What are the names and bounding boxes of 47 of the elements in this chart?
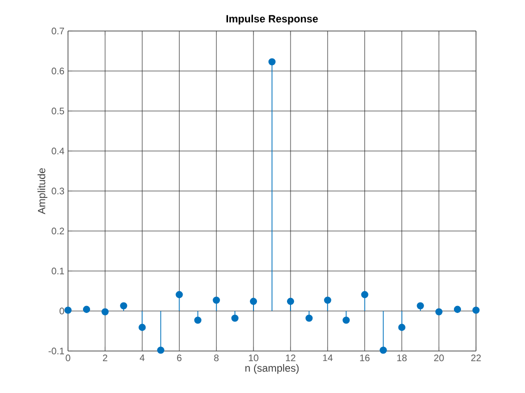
- y-axis-title: Amplitude: [38, 168, 48, 214]
- x-tick-label: 4: [140, 354, 145, 362]
- point: [64, 306, 72, 314]
- x-tick-label: 12: [286, 354, 296, 362]
- x-tick-label: 20: [434, 354, 444, 362]
- x-tick-label: 0: [66, 354, 70, 362]
- y-tick-label: 0: [60, 308, 64, 314]
- point: [138, 324, 146, 331]
- y-tick-label: 0.2: [52, 228, 64, 234]
- point: [398, 324, 406, 331]
- point: [212, 296, 220, 304]
- y-tick-label: 0.3: [52, 188, 64, 194]
- y-tick-label: 0.4: [52, 148, 64, 154]
- x-tick-label: 14: [323, 354, 333, 362]
- point: [380, 346, 387, 354]
- point: [361, 291, 368, 298]
- y-tick-label: 0.5: [52, 108, 64, 114]
- x-tick-label: 18: [397, 354, 407, 362]
- y-tick-label: 0.1: [52, 268, 64, 274]
- point: [454, 306, 462, 313]
- x-tick-label: 2: [102, 354, 108, 362]
- point: [268, 58, 276, 66]
- chart-title: Impulse Response: [226, 14, 318, 25]
- x-tick-label: 16: [360, 354, 370, 362]
- point: [82, 306, 90, 313]
- point: [306, 314, 313, 322]
- point: [157, 346, 164, 354]
- point: [231, 314, 238, 322]
- point: [102, 308, 109, 316]
- point: [120, 302, 128, 310]
- point: [472, 306, 480, 314]
- x-tick-label: 8: [214, 354, 219, 362]
- point: [342, 316, 350, 324]
- point: [194, 316, 202, 324]
- point: [250, 298, 258, 305]
- point: [435, 308, 442, 316]
- y-tick-label: 0.6: [52, 68, 64, 74]
- point: [416, 302, 424, 310]
- y-tick-label: -0.1: [48, 348, 64, 354]
- point: [324, 296, 332, 304]
- x-tick-label: 22: [471, 354, 481, 362]
- x-tick-label: 10: [248, 354, 258, 362]
- x-tick-label: 6: [177, 354, 182, 362]
- y-tick-label: 0.7: [52, 28, 64, 34]
- x-axis-title: n (samples): [245, 364, 299, 374]
- point: [176, 291, 183, 298]
- point: [286, 298, 294, 305]
